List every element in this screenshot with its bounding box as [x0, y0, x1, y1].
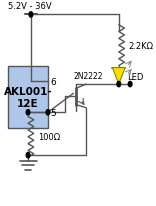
Text: LED: LED: [127, 73, 144, 82]
Text: 2N2222: 2N2222: [73, 72, 103, 81]
Circle shape: [128, 82, 132, 87]
Polygon shape: [112, 68, 125, 85]
Circle shape: [46, 110, 50, 115]
Text: 6: 6: [51, 77, 56, 87]
FancyBboxPatch shape: [8, 67, 48, 128]
Text: 5.2V - 36V: 5.2V - 36V: [8, 2, 52, 11]
Circle shape: [29, 13, 33, 18]
Circle shape: [26, 110, 30, 115]
Text: 5: 5: [51, 108, 56, 117]
Circle shape: [26, 153, 30, 158]
Circle shape: [117, 82, 121, 87]
Text: 100Ω: 100Ω: [38, 133, 60, 142]
Text: AKL001-
12E: AKL001- 12E: [4, 87, 52, 108]
Text: 2.2KΩ: 2.2KΩ: [129, 41, 154, 50]
